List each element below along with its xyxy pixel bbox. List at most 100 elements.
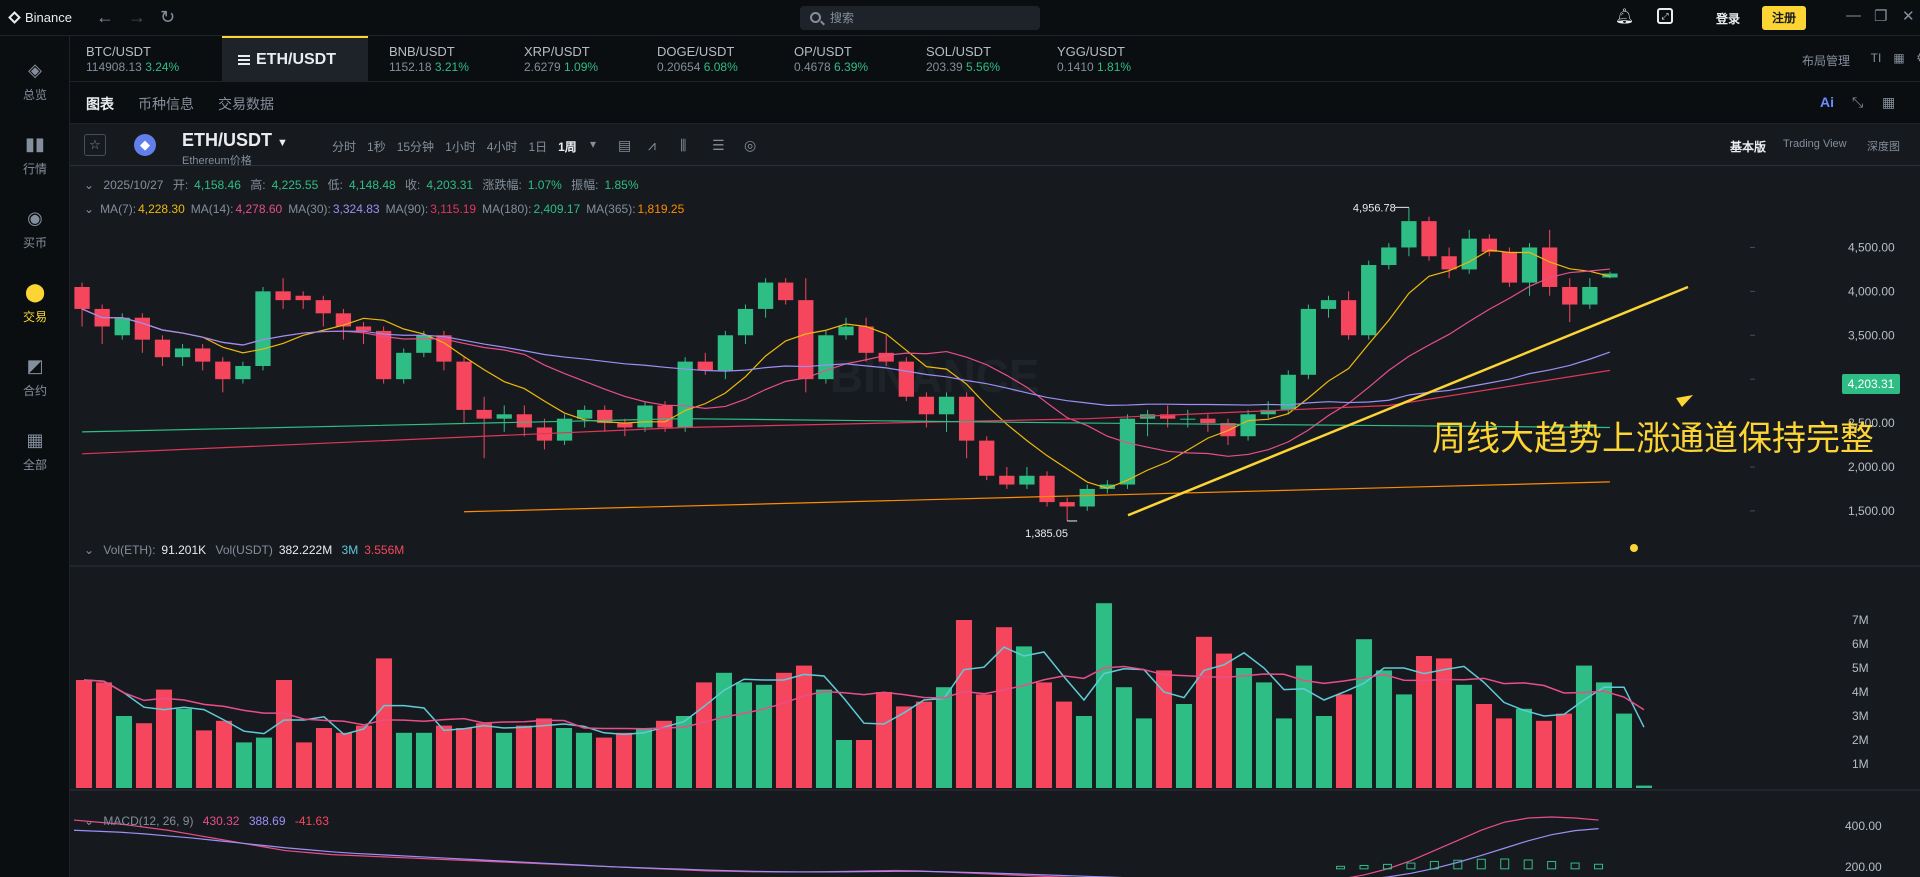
volume-bar (615, 732, 633, 788)
volume-bar (95, 682, 113, 788)
interval-2[interactable]: 15分钟 (396, 140, 435, 154)
register-button[interactable]: 注册 (1762, 6, 1806, 30)
candle-body (878, 352, 894, 362)
tab-coin-info[interactable]: 币种信息 (138, 96, 194, 112)
forward-arrow-icon[interactable]: → (128, 7, 146, 27)
back-arrow-icon[interactable]: ← (96, 7, 114, 27)
text-size-icon[interactable]: TI (1870, 51, 1882, 65)
ticker-btc[interactable]: BTC/USDT 114908.13 3.24% (86, 44, 179, 74)
target-icon[interactable]: ◎ (744, 137, 757, 153)
search-input[interactable]: 搜索 (800, 6, 1040, 30)
sidebar-item-markets[interactable]: ▮▮ 行情 (0, 134, 70, 177)
volume-bar (1475, 704, 1493, 788)
volume-bar (295, 742, 313, 788)
ticker-pair: BTC/USDT (86, 44, 151, 59)
ma-value: 2,409.17 (533, 202, 581, 216)
interval-1[interactable]: 1秒 (367, 140, 386, 154)
volume-bar (375, 658, 393, 788)
candle-body (335, 313, 352, 327)
interval-0[interactable]: 分时 (332, 140, 357, 154)
price-axis-label: 2,000.00 (1848, 460, 1895, 474)
interval-5[interactable]: 1日 (528, 140, 548, 154)
ma-label: MA(365): (586, 202, 636, 216)
volume-axis-label: 3M (1852, 709, 1869, 723)
ticker-xrp[interactable]: XRP/USDT 2.6279 1.09% (524, 44, 598, 74)
candle-body (838, 326, 854, 336)
volume-bar (1175, 704, 1193, 788)
chart-settings-icon[interactable]: ☰ (712, 137, 725, 153)
close-icon[interactable]: ✕ (1902, 8, 1915, 25)
candle-body (1501, 251, 1518, 283)
interval-3[interactable]: 1小时 (445, 140, 476, 154)
volume-axis-label: 7M (1852, 613, 1869, 627)
interval-6[interactable]: 1周 (558, 140, 577, 154)
view-depth[interactable]: 深度图 (1867, 141, 1900, 153)
ticker-doge[interactable]: DOGE/USDT 0.20654 6.08% (657, 44, 738, 74)
sidebar-item-overview[interactable]: ◈ 总览 (0, 60, 70, 103)
vol-usdt-label: Vol(USDT) (215, 543, 273, 557)
title-bar: Binance ← → ↻ 搜索 🔔︎ ⤢ 登录 注册 — ❐ ✕ (0, 0, 1920, 36)
ticker-op[interactable]: OP/USDT 0.4678 6.39% (794, 44, 868, 74)
volume-bar (195, 730, 213, 788)
screenshot-icon[interactable]: ⤢ (1657, 8, 1673, 24)
ticker-pair: SOL/USDT (926, 44, 992, 59)
ma-value: 3,324.83 (332, 202, 380, 216)
ticker-pair: ETH/USDT (256, 51, 336, 68)
legend-expand-icon[interactable]: ⌄ (84, 814, 95, 828)
bell-icon[interactable]: 🔔︎ (1615, 8, 1635, 25)
tab-chart[interactable]: 图表 (86, 96, 114, 127)
candle-body (195, 348, 211, 362)
candle-body (818, 335, 834, 380)
grid-layout-icon[interactable]: ▦ (1893, 51, 1905, 65)
legend-expand-icon[interactable]: ⌄ (84, 543, 95, 557)
macd-legend: ⌄ MACD(12, 26, 9) 430.32 388.69 -41.63 (84, 814, 335, 828)
ticker-sol[interactable]: SOL/USDT 203.39 5.56% (926, 44, 1000, 74)
ai-icon[interactable]: Ai (1820, 94, 1834, 110)
layout-manager-button[interactable]: 布局管理 (1802, 54, 1851, 68)
indicator-icon[interactable]: ⩘ (648, 137, 656, 153)
ticker-change: 3.24% (145, 60, 180, 74)
ticker-bnb[interactable]: BNB/USDT 1152.18 3.21% (389, 44, 469, 74)
sidebar-item-buy-crypto[interactable]: ◉ 买币 (0, 208, 70, 251)
macd-histogram-bar (1547, 861, 1557, 870)
view-basic[interactable]: 基本版 (1730, 140, 1767, 154)
calendar-icon[interactable]: ▤ (618, 137, 632, 153)
alert-dot-icon (1630, 544, 1638, 552)
trend-arrow-head (1676, 395, 1693, 407)
ticker-eth-active[interactable]: ETH/USDT (222, 36, 368, 82)
favorite-star-icon[interactable]: ☆ (84, 134, 106, 156)
content-tabs: 图表 币种信息 交易数据 Ai ⤡ ▦ (70, 82, 1920, 127)
candle-body (1099, 484, 1115, 489)
volume-bar (1015, 646, 1033, 788)
ticker-ygg[interactable]: YGG/USDT 0.1410 1.81% (1057, 44, 1131, 74)
candle-body (717, 335, 734, 371)
vol-ma-label: 3M (341, 543, 359, 557)
tab-trading-data[interactable]: 交易数据 (218, 96, 274, 112)
volume-bar (895, 706, 913, 788)
minimize-icon[interactable]: — (1846, 7, 1861, 24)
pair-selector[interactable]: ETH/USDT ▼ (182, 130, 288, 151)
sidebar-item-futures[interactable]: ◩ 合约 (0, 356, 70, 399)
volume-bar (1495, 718, 1513, 788)
restore-icon[interactable]: ❐ (1874, 8, 1888, 25)
collapse-icon[interactable]: ⤡ (1852, 94, 1864, 110)
interval-4[interactable]: 4小时 (486, 140, 518, 154)
legend-expand-icon[interactable]: ⌄ (84, 178, 95, 192)
pair-name: ETH/USDT (182, 130, 272, 150)
sidebar-item-all[interactable]: ▦ 全部 (0, 430, 70, 473)
login-button[interactable]: 登录 (1716, 12, 1741, 26)
candle-type-icon[interactable]: ⫼ (680, 137, 687, 153)
ticker-pair: XRP/USDT (524, 44, 590, 59)
view-tradingview[interactable]: Trading View (1783, 138, 1847, 150)
settings-gear-icon[interactable]: ⚙ (1913, 49, 1920, 67)
candlestick-chart[interactable]: BINANCE4,500.004,000.003,500.003,000.002… (70, 166, 1920, 877)
legend-expand-icon[interactable]: ⌄ (84, 202, 95, 216)
chevron-down-icon[interactable]: ▾ (590, 137, 597, 151)
candle-body (938, 396, 955, 415)
layout-grid-icon[interactable]: ▦ (1882, 94, 1896, 110)
chart-panel: ☆ ◆ ETH/USDT ▼ Ethereum价格 分时 1秒 15分钟 1小时 4小时… (70, 124, 1920, 877)
candle-body (476, 409, 492, 419)
refresh-icon[interactable]: ↻ (160, 7, 176, 27)
sidebar-item-trade[interactable]: ⬤ 交易 (0, 282, 70, 325)
price-axis-label: 1,500.00 (1848, 504, 1895, 518)
